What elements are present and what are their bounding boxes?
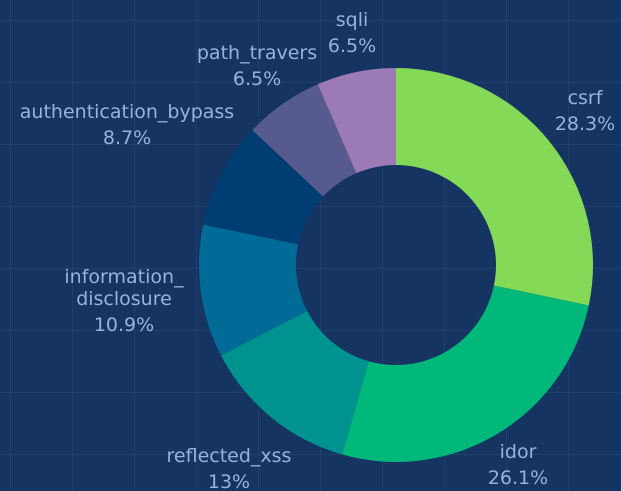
category-label: authentication_bypass bbox=[19, 101, 235, 123]
category-label: idor bbox=[499, 441, 537, 463]
donut-slice bbox=[221, 310, 369, 455]
slice-label: idor 26.1% bbox=[488, 441, 548, 489]
value-label: 6.5% bbox=[232, 68, 282, 90]
category-label: path_travers bbox=[196, 42, 318, 64]
donut-slice bbox=[342, 285, 589, 462]
value-label: 8.7% bbox=[102, 127, 152, 149]
slice-label: authentication_bypass 8.7% bbox=[20, 101, 234, 149]
category-label: information_ disclosure bbox=[64, 266, 184, 310]
value-label: 10.9% bbox=[93, 314, 155, 336]
value-label: 13% bbox=[207, 471, 251, 491]
value-label: 26.1% bbox=[487, 467, 549, 489]
category-label: reflected_xss bbox=[166, 445, 292, 467]
value-label: 6.5% bbox=[327, 35, 377, 57]
donut-slice bbox=[252, 84, 357, 197]
category-label: csrf bbox=[567, 87, 603, 109]
slice-label: information_ disclosure 10.9% bbox=[59, 266, 189, 336]
donut-slice bbox=[199, 224, 308, 356]
donut-slice bbox=[203, 130, 324, 245]
slice-label: path_travers 6.5% bbox=[197, 42, 317, 90]
category-label: sqli bbox=[335, 9, 369, 31]
slice-label: sqli 6.5% bbox=[328, 9, 376, 57]
slice-label: csrf 28.3% bbox=[555, 87, 615, 135]
donut-slice bbox=[317, 68, 396, 174]
donut-slice bbox=[396, 68, 593, 306]
slice-label: reflected_xss 13% bbox=[167, 445, 292, 491]
value-label: 28.3% bbox=[554, 113, 616, 135]
